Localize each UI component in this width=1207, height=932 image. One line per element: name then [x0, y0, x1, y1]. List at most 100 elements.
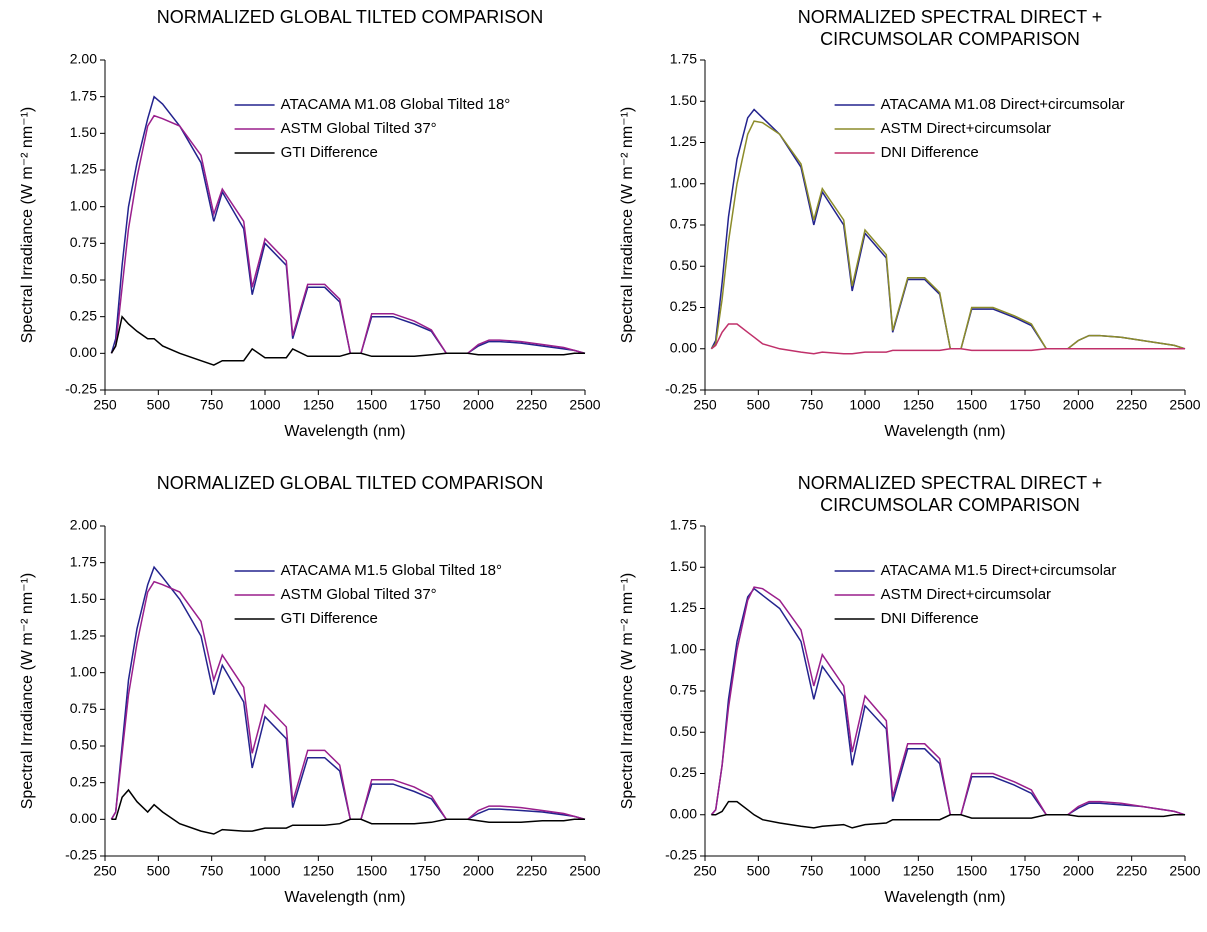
chart-title: NORMALIZED GLOBAL TILTED COMPARISON: [156, 473, 544, 493]
chart-panel: NORMALIZED SPECTRAL DIRECT + CIRCUMSOLAR…: [600, 466, 1207, 932]
y-tick-label: 1.00: [670, 640, 697, 656]
x-tick-label: 750: [800, 397, 824, 413]
y-tick-label: 1.25: [70, 161, 97, 177]
legend-label: ASTM Direct+circumsolar: [881, 586, 1051, 603]
y-tick-label: 0.00: [70, 344, 97, 360]
y-tick-label: 1.00: [70, 197, 97, 213]
y-tick-label: 0.00: [70, 810, 97, 826]
y-tick-label: 0.75: [70, 700, 97, 716]
series-line: [111, 788, 585, 835]
x-tick-label: 2250: [1116, 397, 1147, 413]
y-tick-label: 1.50: [670, 92, 697, 108]
y-tick-label: -0.25: [665, 381, 697, 397]
x-tick-label: 500: [147, 397, 171, 413]
legend-label: DNI Difference: [881, 610, 979, 627]
x-tick-label: 1500: [356, 863, 387, 879]
y-tick-label: 0.50: [70, 271, 97, 287]
y-tick-label: 1.75: [70, 87, 97, 103]
y-tick-label: 0.75: [70, 234, 97, 250]
x-axis-label: Wavelength (nm): [884, 889, 1005, 906]
y-axis-label: Spectral Irradiance (W m⁻² nm⁻¹): [619, 573, 636, 809]
series-line: [110, 565, 586, 821]
x-tick-label: 750: [200, 397, 224, 413]
y-tick-label: 0.00: [670, 339, 697, 355]
series-line: [711, 800, 1185, 829]
x-tick-label: 2000: [463, 397, 494, 413]
series-line: [110, 114, 586, 355]
y-tick-label: 1.50: [70, 124, 97, 140]
x-tick-label: 1500: [956, 397, 987, 413]
x-tick-label: 1250: [903, 863, 934, 879]
x-tick-label: 1000: [249, 397, 280, 413]
x-axis-label: Wavelength (nm): [884, 423, 1005, 440]
series-line: [710, 323, 1185, 355]
x-tick-label: 2250: [516, 863, 547, 879]
x-tick-label: 500: [147, 863, 171, 879]
x-tick-label: 1750: [1009, 863, 1040, 879]
x-tick-label: 1500: [956, 863, 987, 879]
chart: -0.25 0.00 0.25 0.50 0.75 1.00 1.25 1.50 1.75 250…: [619, 517, 1201, 907]
x-tick-label: 250: [93, 397, 117, 413]
y-tick-label: 0.25: [70, 307, 97, 323]
x-axis-label: Wavelength (nm): [284, 889, 405, 906]
series-line: [110, 95, 586, 355]
y-tick-label: -0.25: [665, 847, 697, 863]
y-tick-label: -0.25: [65, 847, 97, 863]
x-tick-label: 1250: [303, 863, 334, 879]
x-tick-label: 1250: [903, 397, 934, 413]
x-tick-label: 2000: [1063, 397, 1094, 413]
x-tick-label: 2000: [463, 863, 494, 879]
y-tick-label: 0.25: [670, 298, 697, 314]
x-tick-label: 750: [800, 863, 824, 879]
x-tick-label: 1500: [356, 397, 387, 413]
chart: -0.25 0.00 0.25 0.50 0.75 1.00 1.25 1.50 1.75 2.0…: [19, 517, 600, 907]
y-tick-label: 1.75: [670, 517, 697, 533]
x-tick-label: 1000: [849, 397, 880, 413]
x-tick-label: 2250: [516, 397, 547, 413]
legend-label: ATACAMA M1.08 Global Tilted 18°: [281, 96, 511, 113]
y-tick-label: 0.75: [670, 216, 697, 232]
y-tick-label: 0.50: [670, 723, 697, 739]
y-tick-label: 1.25: [670, 599, 697, 615]
x-tick-label: 250: [693, 863, 717, 879]
legend-label: ASTM Global Tilted 37°: [281, 586, 437, 603]
y-tick-label: 0.25: [70, 773, 97, 789]
y-tick-label: 1.50: [670, 558, 697, 574]
legend-label: ASTM Direct+circumsolar: [881, 120, 1051, 137]
y-axis-label: Spectral Irradiance (W m⁻² nm⁻¹): [19, 107, 36, 343]
y-tick-label: 1.75: [670, 51, 697, 67]
x-tick-label: 2500: [569, 397, 600, 413]
y-tick-label: -0.25: [65, 381, 97, 397]
y-tick-label: 0.00: [670, 805, 697, 821]
x-tick-label: 1250: [303, 397, 334, 413]
x-tick-label: 1000: [849, 863, 880, 879]
chart: -0.25 0.00 0.25 0.50 0.75 1.00 1.25 1.50 1.75 2.0…: [19, 51, 600, 441]
legend-label: ASTM Global Tilted 37°: [281, 120, 437, 137]
chart-title: NORMALIZED GLOBAL TILTED COMPARISON: [156, 7, 544, 27]
chart: -0.25 0.00 0.25 0.50 0.75 1.00 1.25 1.50 1.75 250…: [619, 51, 1201, 441]
y-tick-label: 2.00: [70, 51, 97, 67]
x-tick-label: 2250: [1116, 863, 1147, 879]
y-tick-label: 1.25: [70, 627, 97, 643]
y-tick-label: 0.50: [670, 257, 697, 273]
x-tick-label: 2500: [1169, 397, 1200, 413]
chart-panel: NORMALIZED GLOBAL TILTED COMPARISON -0.25…: [0, 0, 600, 466]
x-tick-label: 1750: [409, 397, 440, 413]
series-line: [110, 315, 585, 366]
chart-panel: NORMALIZED SPECTRAL DIRECT + CIRCUMSOLAR…: [600, 0, 1207, 466]
y-tick-label: 0.75: [670, 682, 697, 698]
chart-title: NORMALIZED SPECTRAL DIRECT + CIRCUMSOLAR…: [797, 473, 1103, 515]
y-tick-label: 0.50: [70, 737, 97, 753]
legend-label: GTI Difference: [281, 144, 378, 161]
x-tick-label: 1000: [249, 863, 280, 879]
chart-title: NORMALIZED SPECTRAL DIRECT + CIRCUMSOLAR…: [797, 7, 1103, 49]
x-tick-label: 1750: [409, 863, 440, 879]
series-line: [110, 580, 586, 821]
x-tick-label: 1750: [1009, 397, 1040, 413]
legend-label: ATACAMA M1.5 Global Tilted 18°: [281, 562, 502, 579]
x-tick-label: 250: [693, 397, 717, 413]
legend-label: GTI Difference: [281, 610, 378, 627]
chart-panel: NORMALIZED GLOBAL TILTED COMPARISON -0.25…: [0, 466, 600, 932]
x-tick-label: 2500: [1169, 863, 1200, 879]
